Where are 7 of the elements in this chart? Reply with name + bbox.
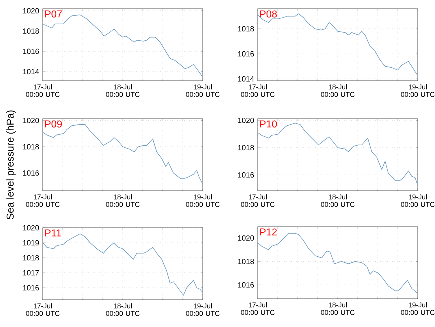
chart-title: P08 [260, 10, 278, 18]
chart-title: P10 [260, 120, 278, 128]
y-axis-title: Sea level pressure (hPa) [6, 110, 16, 220]
chart-title: P11 [46, 230, 62, 237]
chart-title: P07 [46, 10, 62, 18]
chart-title: P12 [260, 228, 277, 236]
chart-title: P09 [46, 120, 62, 128]
